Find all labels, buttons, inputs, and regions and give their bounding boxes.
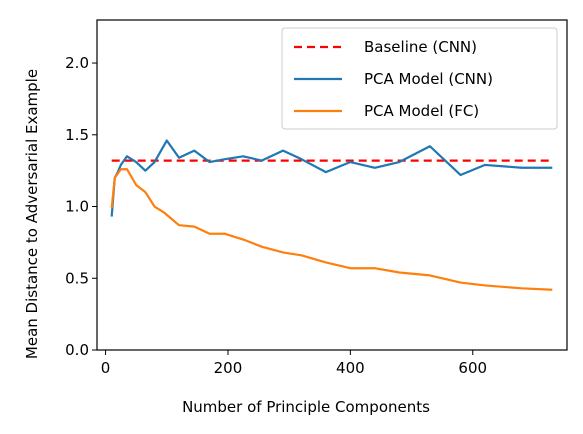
y-tick-label: 1.5	[65, 126, 89, 144]
x-axis-ticks: 0 200 400 600	[101, 350, 487, 377]
x-tick-label: 600	[458, 359, 487, 377]
x-tick-label: 200	[214, 359, 243, 377]
legend-label: PCA Model (FC)	[364, 102, 479, 120]
y-tick-label: 2.0	[65, 54, 89, 72]
y-axis-label: Mean Distance to Adversarial Example	[23, 69, 41, 359]
series-line-pca-model-fc	[110, 168, 553, 291]
x-axis-label: Number of Principle Components	[182, 398, 430, 416]
y-axis-ticks: 0.0 0.5 1.0 1.5 2.0	[65, 54, 97, 359]
y-tick-label: 0.0	[65, 341, 89, 359]
legend: Baseline (CNN) PCA Model (CNN) PCA Model (…	[281, 27, 558, 130]
legend-label: Baseline (CNN)	[364, 38, 477, 56]
plot-frame	[96, 19, 568, 351]
x-tick-label: 400	[336, 359, 365, 377]
x-tick-label: 0	[101, 359, 111, 377]
legend-label: PCA Model (CNN)	[364, 70, 493, 88]
legend-box	[281, 27, 558, 130]
series-line-pca-model-cnn	[110, 139, 553, 217]
series-layer	[110, 139, 553, 291]
y-tick-label: 1.0	[65, 198, 89, 216]
y-tick-label: 0.5	[65, 269, 89, 287]
